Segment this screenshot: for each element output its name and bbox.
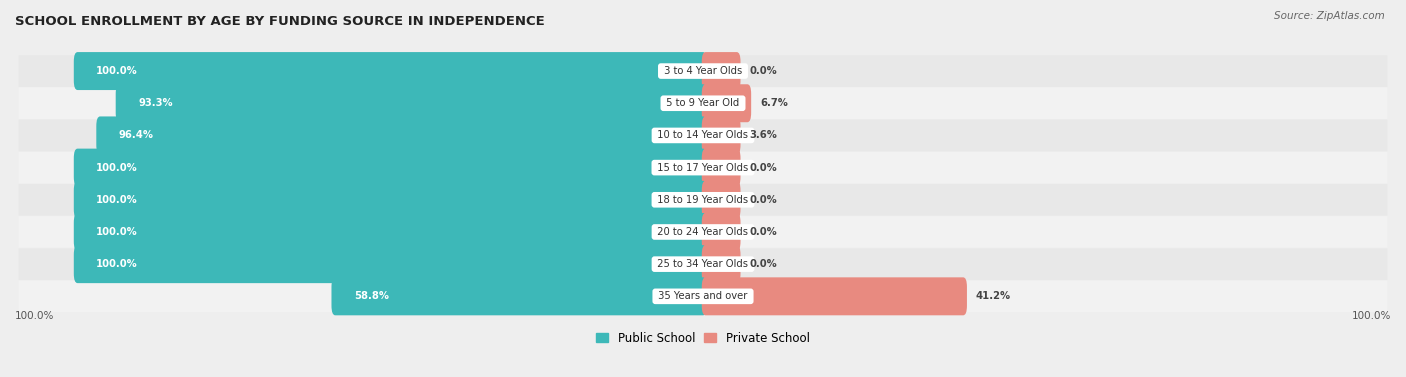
Text: 10 to 14 Year Olds: 10 to 14 Year Olds bbox=[654, 130, 752, 140]
Text: 35 Years and over: 35 Years and over bbox=[655, 291, 751, 301]
FancyBboxPatch shape bbox=[18, 87, 1388, 119]
Text: 0.0%: 0.0% bbox=[749, 227, 778, 237]
FancyBboxPatch shape bbox=[702, 52, 741, 90]
Text: 3.6%: 3.6% bbox=[749, 130, 778, 140]
Text: 100.0%: 100.0% bbox=[1351, 311, 1391, 321]
Text: 100.0%: 100.0% bbox=[96, 195, 138, 205]
Text: 18 to 19 Year Olds: 18 to 19 Year Olds bbox=[654, 195, 752, 205]
FancyBboxPatch shape bbox=[18, 152, 1388, 183]
FancyBboxPatch shape bbox=[73, 213, 707, 251]
FancyBboxPatch shape bbox=[96, 116, 707, 155]
Text: 100.0%: 100.0% bbox=[96, 259, 138, 269]
FancyBboxPatch shape bbox=[702, 84, 751, 122]
FancyBboxPatch shape bbox=[702, 181, 741, 219]
Text: 0.0%: 0.0% bbox=[749, 259, 778, 269]
Text: 5 to 9 Year Old: 5 to 9 Year Old bbox=[664, 98, 742, 108]
Text: 96.4%: 96.4% bbox=[120, 130, 153, 140]
Text: 3 to 4 Year Olds: 3 to 4 Year Olds bbox=[661, 66, 745, 76]
Text: 0.0%: 0.0% bbox=[749, 66, 778, 76]
Text: 100.0%: 100.0% bbox=[96, 227, 138, 237]
FancyBboxPatch shape bbox=[18, 120, 1388, 151]
Text: 41.2%: 41.2% bbox=[976, 291, 1011, 301]
FancyBboxPatch shape bbox=[332, 277, 707, 315]
Text: 6.7%: 6.7% bbox=[759, 98, 787, 108]
FancyBboxPatch shape bbox=[702, 213, 741, 251]
Text: 25 to 34 Year Olds: 25 to 34 Year Olds bbox=[654, 259, 752, 269]
FancyBboxPatch shape bbox=[18, 248, 1388, 280]
FancyBboxPatch shape bbox=[73, 245, 707, 283]
FancyBboxPatch shape bbox=[702, 277, 967, 315]
Text: 100.0%: 100.0% bbox=[15, 311, 55, 321]
FancyBboxPatch shape bbox=[73, 52, 707, 90]
Text: 15 to 17 Year Olds: 15 to 17 Year Olds bbox=[654, 162, 752, 173]
Text: 93.3%: 93.3% bbox=[138, 98, 173, 108]
FancyBboxPatch shape bbox=[18, 280, 1388, 312]
FancyBboxPatch shape bbox=[702, 245, 741, 283]
Text: 100.0%: 100.0% bbox=[96, 66, 138, 76]
FancyBboxPatch shape bbox=[18, 216, 1388, 248]
Text: 100.0%: 100.0% bbox=[96, 162, 138, 173]
Text: 58.8%: 58.8% bbox=[354, 291, 389, 301]
FancyBboxPatch shape bbox=[702, 116, 741, 155]
Text: 20 to 24 Year Olds: 20 to 24 Year Olds bbox=[654, 227, 752, 237]
FancyBboxPatch shape bbox=[18, 184, 1388, 216]
Text: 0.0%: 0.0% bbox=[749, 162, 778, 173]
Text: 0.0%: 0.0% bbox=[749, 195, 778, 205]
FancyBboxPatch shape bbox=[73, 181, 707, 219]
FancyBboxPatch shape bbox=[18, 55, 1388, 87]
Text: SCHOOL ENROLLMENT BY AGE BY FUNDING SOURCE IN INDEPENDENCE: SCHOOL ENROLLMENT BY AGE BY FUNDING SOUR… bbox=[15, 15, 544, 28]
FancyBboxPatch shape bbox=[115, 84, 707, 122]
Text: Source: ZipAtlas.com: Source: ZipAtlas.com bbox=[1274, 11, 1385, 21]
FancyBboxPatch shape bbox=[702, 149, 741, 187]
Legend: Public School, Private School: Public School, Private School bbox=[592, 327, 814, 349]
FancyBboxPatch shape bbox=[73, 149, 707, 187]
